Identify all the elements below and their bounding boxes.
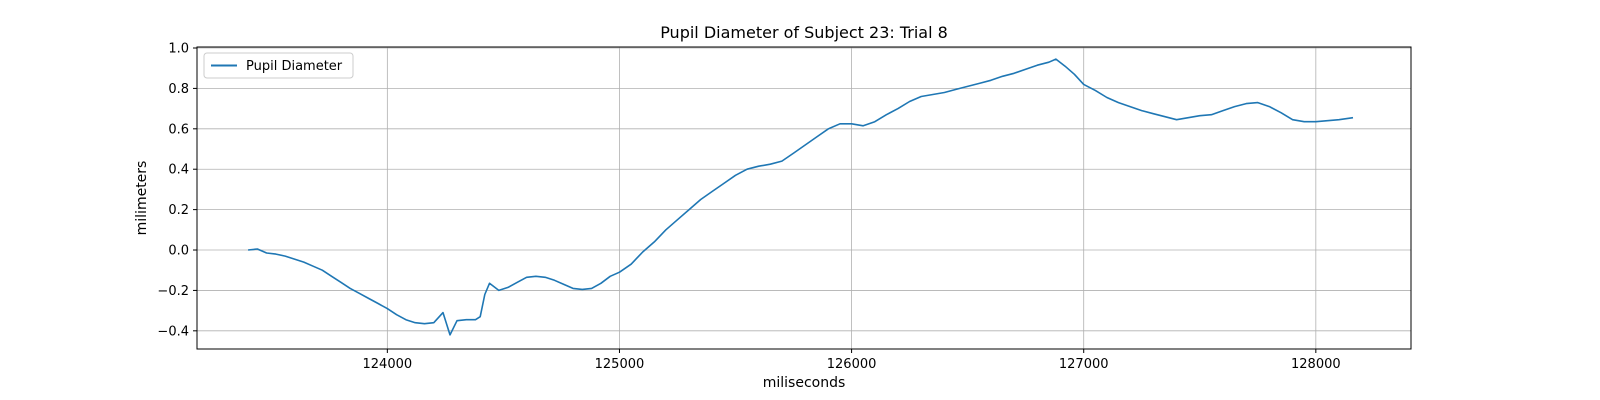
x-tick-label: 125000 <box>595 357 645 372</box>
x-axis-title: miliseconds <box>763 375 846 391</box>
x-tick-label: 124000 <box>363 357 413 372</box>
plot-frame <box>196 46 1412 350</box>
x-axis: 124000 125000 126000 127000 128000 <box>363 349 1341 372</box>
chart-title: Pupil Diameter of Subject 23: Trial 8 <box>660 23 948 42</box>
y-tick-label: 0.2 <box>168 203 189 218</box>
x-tick-label: 127000 <box>1059 357 1109 372</box>
series-layer <box>248 58 1354 336</box>
y-tick-label: 1.0 <box>168 42 189 57</box>
y-tick-label: 0.0 <box>168 244 189 259</box>
y-axis: −0.4 −0.2 0.0 0.2 0.4 0.6 0.8 1.0 <box>157 42 197 339</box>
legend-box <box>203 52 354 79</box>
grid <box>197 47 1411 349</box>
x-tick-label: 128000 <box>1291 357 1341 372</box>
y-axis-title: milimeters <box>134 161 150 236</box>
y-tick-label: −0.4 <box>157 324 189 339</box>
legend-label: Pupil Diameter <box>246 59 343 74</box>
y-tick-label: −0.2 <box>157 284 189 299</box>
y-tick-label: 0.6 <box>168 122 189 137</box>
series-line-pupil-diameter <box>248 58 1354 336</box>
y-tick-label: 0.4 <box>168 163 189 178</box>
x-tick-label: 126000 <box>827 357 877 372</box>
legend: Pupil Diameter <box>203 52 354 79</box>
y-tick-label: 0.8 <box>168 82 189 97</box>
